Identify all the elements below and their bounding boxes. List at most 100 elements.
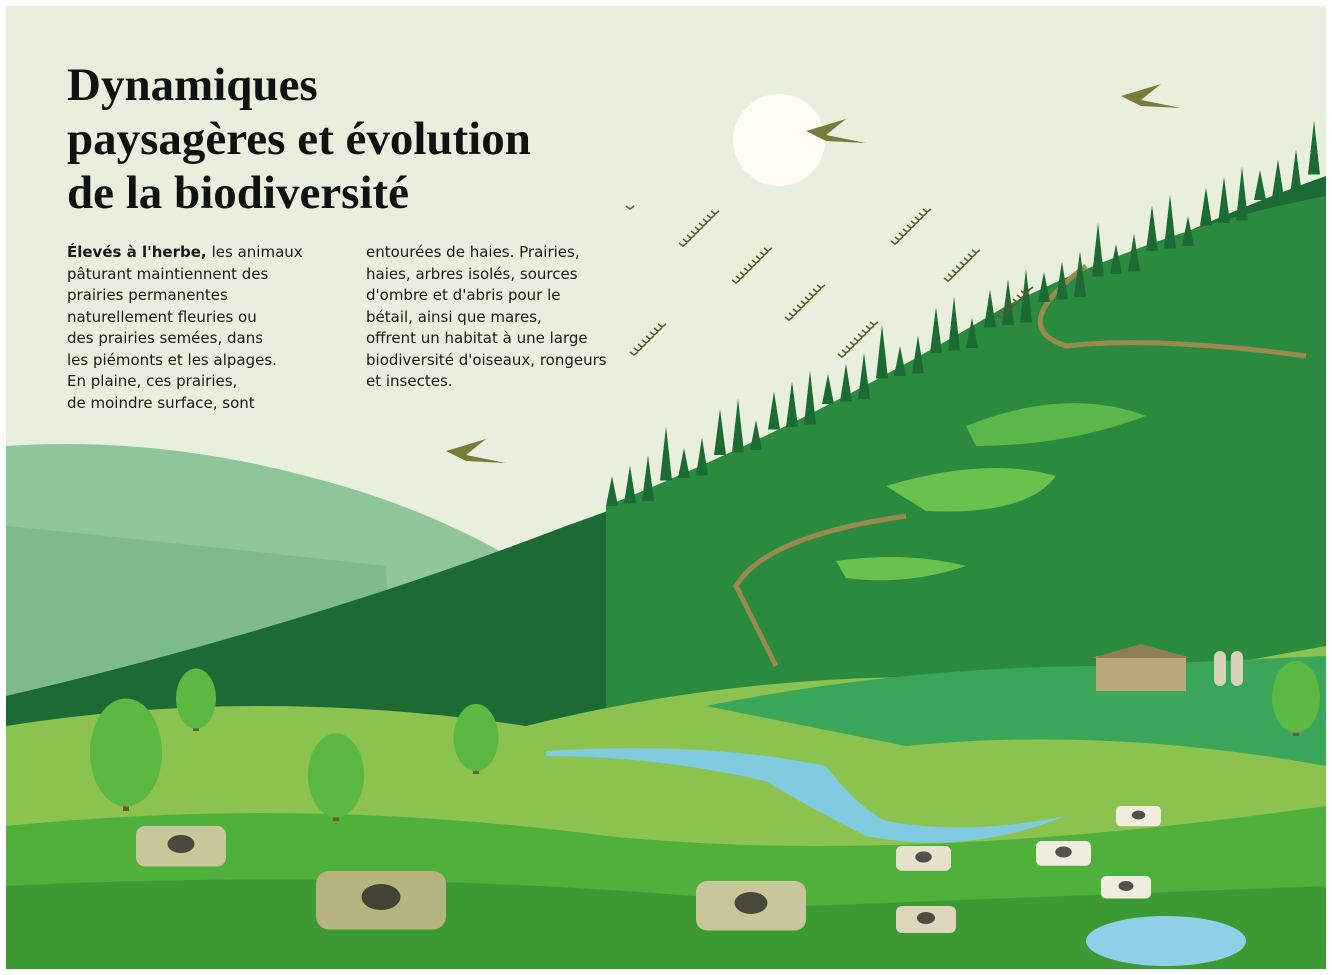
bird [801, 301, 809, 304]
bird [691, 231, 699, 234]
bird [968, 254, 976, 257]
conifer [768, 392, 780, 430]
bird [695, 227, 703, 230]
bird [838, 354, 846, 357]
title-line: paysagères et évolution [67, 112, 531, 166]
deciduous-tree [176, 669, 216, 729]
conifer [948, 297, 960, 351]
bird [891, 241, 899, 244]
conifer [660, 427, 672, 481]
pond [1086, 916, 1246, 966]
cow-spot [735, 892, 768, 914]
bird [817, 285, 825, 288]
conifer [1002, 279, 1014, 325]
conifer [1218, 177, 1230, 223]
conifer [696, 438, 708, 476]
cow-spot [917, 912, 935, 924]
conifer [1290, 149, 1302, 195]
bird [846, 346, 854, 349]
line-text: En plaine, ces prairies, [67, 372, 237, 390]
text-line: bétail, ainsi que mares, [366, 307, 607, 329]
bird [699, 223, 707, 226]
bird [952, 270, 960, 273]
bird [915, 217, 923, 220]
conifer [750, 420, 762, 450]
line-text: offrent un habitat à une large [366, 329, 588, 347]
line-text: d'ombre et d'abris pour le [366, 286, 560, 304]
conifer [732, 399, 744, 453]
line-text: naturellement fleuries ou [67, 308, 257, 326]
bird [813, 289, 821, 292]
title-line: Dynamiques [67, 58, 531, 112]
text-line: naturellement fleuries ou [67, 307, 303, 329]
silo [1231, 651, 1243, 686]
line-text: les piémonts et les alpages. [67, 351, 277, 369]
text-line: des prairies semées, dans [67, 328, 303, 350]
bird [854, 338, 862, 341]
text-line: les piémonts et les alpages. [67, 350, 303, 372]
conifer [624, 466, 636, 504]
line-text: prairies permanentes [67, 286, 228, 304]
conifer [1200, 188, 1212, 226]
text-line: offrent un habitat à une large [366, 328, 607, 350]
conifer [840, 364, 852, 402]
bird [687, 235, 695, 238]
bird [956, 266, 964, 269]
cow-spot [168, 835, 195, 853]
bird [638, 344, 646, 347]
line-text: pâturant maintiennent des [67, 265, 268, 283]
bird [907, 225, 915, 228]
text-line: En plaine, ces prairies, [67, 371, 303, 393]
conifer [822, 374, 834, 404]
conifer [1272, 160, 1284, 198]
text-column: entourées de haies. Prairies, haies, arbr… [366, 242, 607, 393]
bird [760, 252, 768, 255]
bird [711, 211, 719, 214]
bird [732, 280, 740, 283]
bird [923, 209, 931, 212]
line-text: biodiversité d'oiseaux, rongeurs [366, 351, 607, 369]
conifer [1254, 170, 1266, 200]
deciduous-tree [90, 699, 162, 807]
bird [903, 229, 911, 232]
bird [626, 206, 634, 209]
bird [911, 221, 919, 224]
silo [1214, 651, 1226, 686]
bird [842, 350, 850, 353]
bird [650, 332, 658, 335]
conifer [858, 353, 870, 399]
bird [948, 274, 956, 277]
text-line: entourées de haies. Prairies, [366, 242, 607, 264]
bird [944, 278, 952, 281]
line-text: des prairies semées, dans [67, 329, 263, 347]
bird [752, 260, 760, 263]
bird [740, 272, 748, 275]
text-line: Élevés à l'herbe,les animaux [67, 242, 303, 264]
bird [658, 324, 666, 327]
bird [972, 250, 980, 253]
line-text: bétail, ainsi que mares, [366, 308, 542, 326]
conifer [930, 307, 942, 353]
body: Dynamiquespaysagères et évolutionde la b… [0, 0, 1332, 975]
conifer [1236, 167, 1248, 221]
bird [919, 213, 927, 216]
line-text: entourées de haies. Prairies, [366, 243, 580, 261]
page: Dynamiques paysagères {"header": {"title… [0, 0, 1332, 975]
conifer [678, 448, 690, 478]
large-bird [446, 439, 506, 463]
conifer [1146, 205, 1158, 251]
bird [870, 322, 878, 325]
bird [654, 328, 662, 331]
bird [642, 340, 650, 343]
lead-text: Élevés à l'herbe, [67, 243, 207, 261]
bird [899, 233, 907, 236]
text-line: haies, arbres isolés, sources [366, 264, 607, 286]
conifer [1092, 223, 1104, 277]
bird [748, 264, 756, 267]
text-line: de moindre surface, sont [67, 393, 303, 415]
conifer [786, 381, 798, 427]
deciduous-tree [1272, 661, 1320, 733]
bird [634, 348, 642, 351]
